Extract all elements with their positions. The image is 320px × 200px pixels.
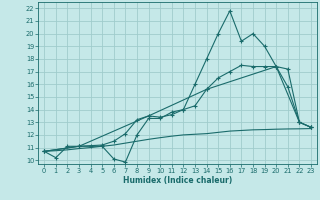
- X-axis label: Humidex (Indice chaleur): Humidex (Indice chaleur): [123, 176, 232, 185]
